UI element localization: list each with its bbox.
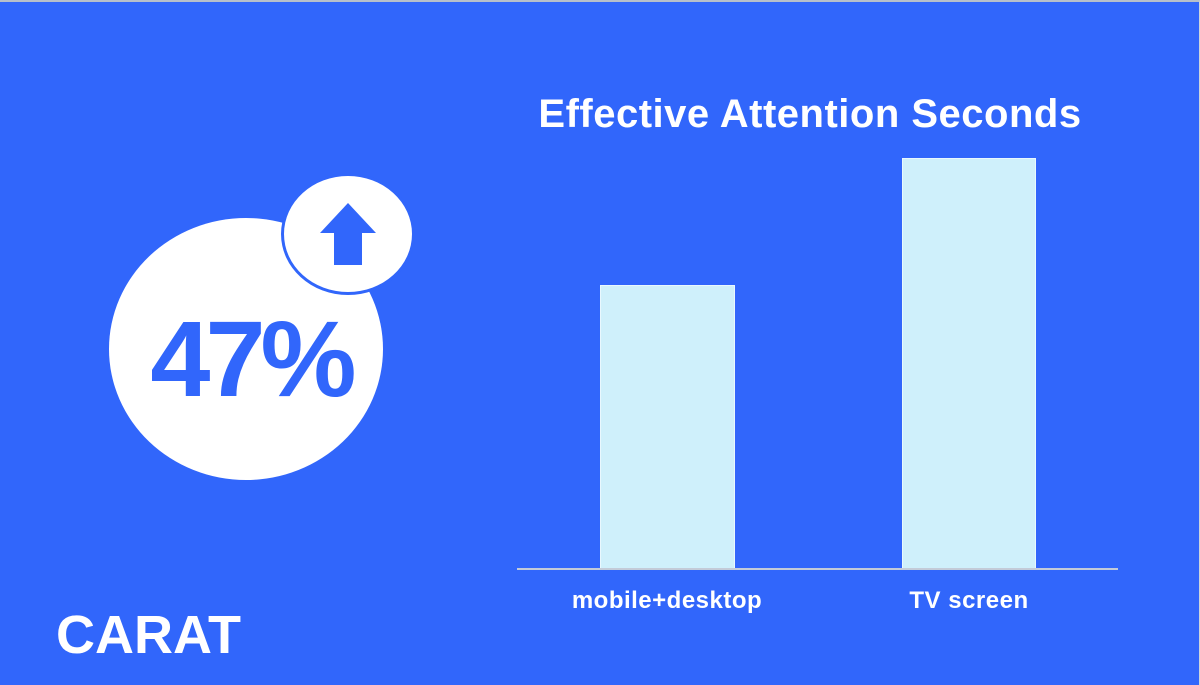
bar-chart: [517, 152, 1118, 570]
arrow-up-icon: [320, 203, 376, 265]
bar-label-mobile-desktop: mobile+desktop: [571, 587, 763, 614]
carat-logo: CARAT: [56, 605, 241, 665]
chart-baseline: [517, 568, 1118, 570]
stat-value: 47%: [150, 298, 356, 419]
arrow-up-icon-stem: [334, 232, 362, 265]
bar-label-tv-screen: TV screen: [909, 587, 1029, 614]
bar-tv-screen: [902, 158, 1036, 570]
arrow-up-icon-head: [320, 203, 376, 233]
chart-title: Effective Attention Seconds: [538, 92, 1082, 136]
arrow-badge: [281, 173, 415, 295]
bar-mobile-desktop: [600, 285, 735, 570]
